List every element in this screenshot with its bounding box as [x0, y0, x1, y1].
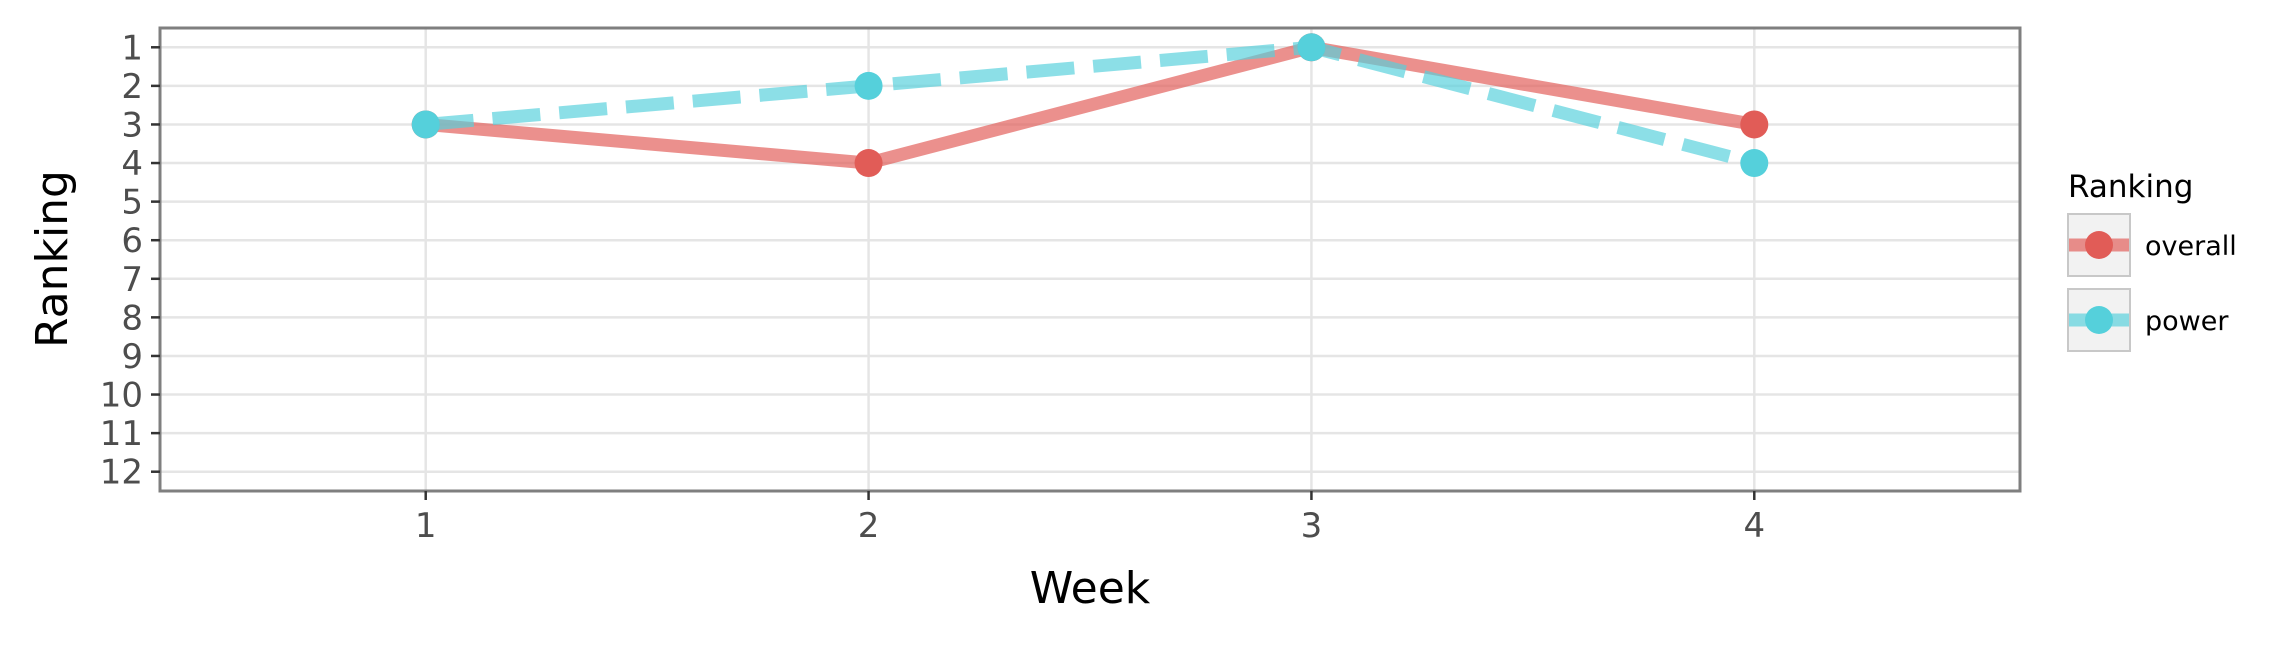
- legend-item-power: power: [2067, 288, 2229, 352]
- data-point-power: [1297, 33, 1326, 62]
- data-point-overall: [1740, 110, 1769, 139]
- data-point-power: [411, 110, 440, 139]
- y-tick-label: 6: [121, 221, 143, 261]
- series-group: [411, 33, 1769, 178]
- y-tick-label: 2: [121, 67, 143, 107]
- x-axis-title: Week: [1030, 563, 1151, 614]
- y-tick-label: 8: [121, 298, 143, 338]
- data-point-power: [854, 71, 883, 100]
- legend-title: Ranking: [2068, 169, 2193, 205]
- legend: Ranking overall power: [2067, 169, 2237, 352]
- x-tick-label: 1: [415, 506, 437, 546]
- y-tick-label: 11: [100, 414, 143, 454]
- series-power: [411, 33, 1769, 178]
- x-tick-label: 2: [858, 506, 880, 546]
- series-line-power: [425, 40, 1756, 170]
- series-line-overall: [425, 40, 1756, 170]
- y-tick-label: 1: [121, 28, 143, 68]
- legend-key-marker: [2085, 306, 2113, 334]
- y-tick-label: 4: [121, 144, 143, 184]
- y-tick-label: 10: [100, 376, 143, 416]
- legend-item-overall: overall: [2067, 213, 2237, 277]
- y-tick-label: 5: [121, 183, 143, 223]
- y-tick-label: 3: [121, 105, 143, 145]
- legend-label: overall: [2145, 231, 2237, 262]
- y-tick-label: 7: [121, 260, 143, 300]
- y-tick-label: 12: [100, 453, 143, 493]
- y-axis-title: Ranking: [27, 170, 78, 348]
- data-point-overall: [854, 149, 883, 178]
- legend-label: power: [2145, 306, 2229, 337]
- x-tick-label: 3: [1301, 506, 1323, 546]
- x-tick-label: 4: [1743, 506, 1765, 546]
- y-tick-label: 9: [121, 337, 143, 377]
- plot-background: [160, 28, 2020, 491]
- data-point-power: [1740, 149, 1769, 178]
- legend-key-marker: [2085, 231, 2113, 259]
- plot-border: [158, 26, 2022, 493]
